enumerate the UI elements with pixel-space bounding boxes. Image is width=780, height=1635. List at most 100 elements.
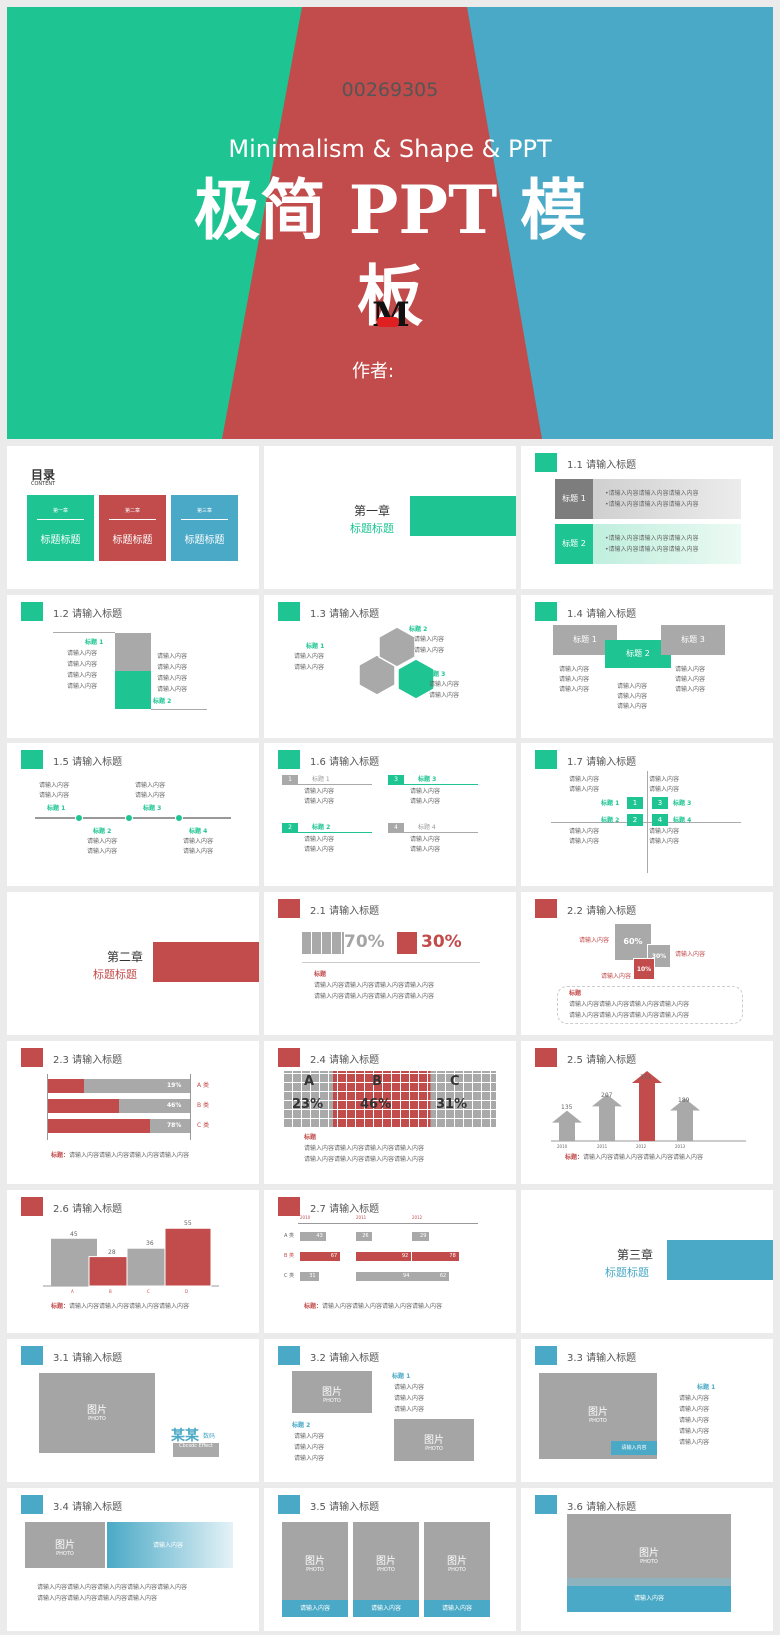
- header-square: [535, 750, 557, 769]
- caption-button[interactable]: 请输入内容: [567, 1586, 731, 1612]
- toc-chapter-label: 第三章: [196, 508, 212, 514]
- slide-1-4[interactable]: 1.4 请输入标题 标题 1 标题 2 标题 3 请输入内容 请输入内容 请输入…: [521, 595, 773, 738]
- photo-label: 图片: [639, 1548, 659, 1559]
- arrow-value: 311: [640, 1074, 652, 1081]
- caption-button[interactable]: 请输入内容: [611, 1441, 657, 1455]
- num-badge: 3: [388, 775, 404, 784]
- label-4: 标题 4: [418, 824, 436, 831]
- cover-code: 00269305: [341, 79, 439, 101]
- header-square: [535, 1048, 557, 1067]
- slide-2-2[interactable]: 2.2 请输入标题 60% 30% 10% 请输入内容 请输入内容 请输入内容 …: [521, 892, 773, 1035]
- label: 标题: [569, 990, 582, 997]
- slide-1-6[interactable]: 1.6 请输入标题 1 标题 1 请输入内容 请输入内容 3 标题 3 请输入内…: [264, 743, 516, 886]
- list-item: 请输入内容: [429, 681, 460, 688]
- slide-3-3[interactable]: 3.3 请输入标题 图片 PHOTO 请输入内容 标题 1 请输入内容 请输入内容…: [521, 1339, 773, 1482]
- slide-3-6[interactable]: 3.6 请输入标题 图片 PHOTO 请输入内容: [521, 1488, 773, 1631]
- arrow-value: 189: [678, 1097, 690, 1104]
- text-box: [557, 986, 743, 1024]
- seg-percent: 46%: [360, 1097, 392, 1112]
- timeline-dot: [75, 814, 83, 822]
- quadrant-num: 3: [652, 797, 668, 809]
- axis-horizontal: [551, 822, 741, 823]
- seg-letter: B: [372, 1074, 382, 1089]
- slide-3-4[interactable]: 3.4 请输入标题 图片 PHOTO 请输入内容 请输入内容请输入内容请输入内容请…: [7, 1488, 259, 1631]
- slide-2-1[interactable]: 2.1 请输入标题 70% 30% 标题 请输入内容请输入内容请输入内容请输入内…: [264, 892, 516, 1035]
- list-item: 请输入内容: [679, 1439, 710, 1446]
- photo-label: 图片: [87, 1405, 107, 1416]
- photo-placeholder: 图片 PHOTO: [567, 1514, 731, 1578]
- photo-label: 图片: [424, 1435, 444, 1446]
- list-item: 请输入内容: [675, 686, 706, 693]
- list-item: 请输入内容: [559, 686, 590, 693]
- seg-percent: 23%: [292, 1097, 324, 1112]
- slide-2-7[interactable]: 2.7 请输入标题 2010 2011 2012 A 类 B 类 C 类 43 2…: [264, 1190, 516, 1333]
- label-1: 标题 1: [47, 805, 66, 812]
- toc-chapter-1[interactable]: 第一章 标题标题: [27, 495, 94, 561]
- slide-chapter-3[interactable]: 第三章 标题标题: [521, 1190, 773, 1333]
- slide-heading: 3.6 请输入标题: [567, 1502, 637, 1513]
- chapter-label: 第一章: [354, 504, 391, 518]
- divider: [388, 832, 478, 833]
- list-item: 请输入内容: [649, 828, 680, 835]
- toc-sub: CONTENT: [31, 481, 56, 487]
- slide-1-1[interactable]: 1.1 请输入标题 标题 1 •请输入内容请输入内容请输入内容 •请输入内容请输…: [521, 446, 773, 589]
- list-item: 请输入内容: [157, 686, 188, 693]
- slide-toc[interactable]: 目录 CONTENT 第一章 标题标题 第二章 标题标题 第三章 标题标题: [7, 446, 259, 589]
- slide-heading: 2.2 请输入标题: [567, 906, 637, 917]
- header-square: [278, 750, 300, 769]
- slide-1-3[interactable]: 1.3 请输入标题 标题 1 请输入内容 请输入内容 标题 2 请输入内容 请输…: [264, 595, 516, 738]
- row-label: 标题 2: [555, 524, 593, 564]
- caption-button[interactable]: 请输入内容: [282, 1600, 348, 1617]
- list-item: 请输入内容: [157, 653, 188, 660]
- slide-3-2[interactable]: 3.2 请输入标题 图片 PHOTO 图片 PHOTO 标题 1 请输入内容 请输入…: [264, 1339, 516, 1482]
- slide-1-7[interactable]: 1.7 请输入标题 1 3 2 4 请输入内容 请输入内容 标题 1 请输入内容…: [521, 743, 773, 886]
- list-item: 请输入内容: [617, 693, 648, 700]
- quadrant-num: 1: [627, 797, 643, 809]
- toc-title: 目录: [31, 468, 56, 482]
- slide-chapter-1[interactable]: 第一章 标题标题: [264, 446, 516, 589]
- slide-2-5[interactable]: 2.5 请输入标题 135 207 311 189 2010 2011 2012…: [521, 1041, 773, 1184]
- label: 标题: [314, 971, 327, 978]
- slide-3-1[interactable]: 3.1 请输入标题 图片 PHOTO 某某 数码 Cbcsdc Effect: [7, 1339, 259, 1482]
- brand-tag: Cbcsdc Effect: [173, 1443, 219, 1457]
- toc-chapter-2[interactable]: 第二章 标题标题: [99, 495, 166, 561]
- slide-heading: 3.1 请输入标题: [53, 1353, 123, 1364]
- list-item: 请输入内容: [649, 776, 680, 783]
- list-item: 请输入内容: [649, 838, 680, 845]
- callout: 请输入内容: [675, 951, 706, 958]
- header-square: [278, 1495, 300, 1514]
- list-item: 请输入内容: [67, 650, 98, 657]
- list-item: 请输入内容: [67, 683, 98, 690]
- slide-2-3[interactable]: 2.3 请输入标题 19% 46% 78% A 类 B 类 C 类 标题： 请输…: [7, 1041, 259, 1184]
- block-green: [115, 671, 151, 709]
- timeline-line: [35, 817, 231, 819]
- slide-chapter-2[interactable]: 第二章 标题标题: [7, 892, 259, 1035]
- label-1: 标题 1: [306, 643, 325, 650]
- arrow-chart: [551, 1071, 746, 1142]
- slide-1-2[interactable]: 1.2 请输入标题 标题 1 请输入内容 请输入内容 请输入内容 请输入内容 请…: [7, 595, 259, 738]
- bar-value: 46%: [167, 1102, 182, 1109]
- grid-red: [397, 932, 417, 954]
- slide-heading: 1.6 请输入标题: [310, 757, 380, 768]
- slide-1-5[interactable]: 1.5 请输入标题 请输入内容 请输入内容 标题 1 请输入内容 请输入内容 标…: [7, 743, 259, 886]
- bar-chart: [43, 1227, 219, 1287]
- photo-label: 图片: [322, 1387, 342, 1398]
- caption-button[interactable]: 请输入内容: [424, 1600, 490, 1617]
- percent-red: 30%: [421, 932, 462, 952]
- toc-chapter-3[interactable]: 第三章 标题标题: [171, 495, 238, 561]
- slide-3-5[interactable]: 3.5 请输入标题 图片 PHOTO 图片 PHOTO 图片 PHOTO 请输入内容 …: [264, 1488, 516, 1631]
- hbar: 29: [412, 1232, 430, 1241]
- year-label: 2012: [636, 1144, 647, 1149]
- slide-heading: 2.7 请输入标题: [310, 1204, 380, 1215]
- bar-value: 78%: [167, 1122, 182, 1129]
- slide-2-4[interactable]: 2.4 请输入标题 A 23% B 46% C 31% 标题 请输入内容请输入内…: [264, 1041, 516, 1184]
- year-label: 2010: [300, 1215, 311, 1220]
- toc-chapter-label: 第二章: [124, 508, 140, 514]
- slide-2-6[interactable]: 2.6 请输入标题 45 28 36 55 A B C D 标题： 请输入内容请…: [7, 1190, 259, 1333]
- caption-button[interactable]: 请输入内容: [353, 1600, 419, 1617]
- bar-category: A 类: [197, 1082, 210, 1089]
- label-1: 标题 1: [312, 776, 330, 783]
- list-item: 请输入内容请输入内容请输入内容请输入内容: [569, 1001, 690, 1008]
- list-item: 请输入内容: [157, 664, 188, 671]
- photo-sub: PHOTO: [56, 1551, 74, 1557]
